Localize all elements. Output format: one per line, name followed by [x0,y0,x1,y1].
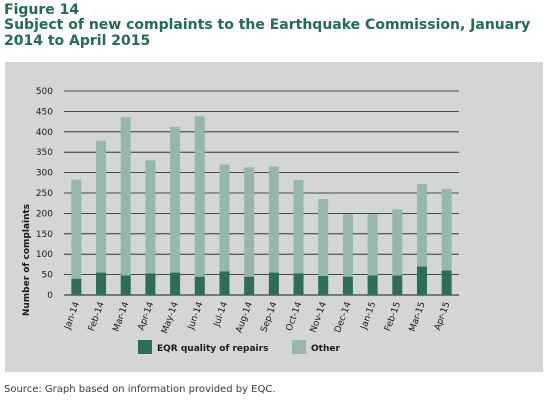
x-tick-label: Mar-15 [408,301,428,334]
bar-eqr [318,275,329,295]
y-tick-label: 200 [36,209,53,219]
x-tick-label: Nov-14 [309,300,329,334]
chart-title: Subject of new complaints to the Earthqu… [4,17,531,49]
bars [71,116,452,295]
bar-other [392,209,403,276]
bar-eqr [293,273,304,295]
x-tick-label: Feb-14 [87,300,107,332]
bar-other [194,116,205,277]
bar-eqr [244,276,255,295]
bar-eqr [441,270,452,295]
x-tick-label: Sep-14 [259,300,279,333]
bar-other [145,160,156,274]
y-tick-label: 450 [36,107,53,117]
x-tick-labels: Jan-14 Feb-14 Mar-14 Apr-14 May-14 Jun-14 Jul-… [63,300,453,335]
x-tick-label: Apr-14 [137,300,157,332]
x-tick-label: Jul-14 [212,300,231,329]
y-tick-label: 250 [36,189,53,199]
x-tick-label: Mar-14 [112,300,132,333]
x-tick-label: Jan-14 [63,300,83,331]
bar-other [120,117,131,276]
x-tick-label: Oct-14 [285,300,305,332]
bar-eqr [392,275,403,295]
x-tick-label: May-14 [160,300,181,335]
bar-other [170,126,181,273]
bar-eqr [342,276,353,295]
bar-eqr [268,272,279,295]
bar-eqr [367,275,378,295]
x-tick-label: Dec-14 [333,300,353,334]
x-tick-label: Jun-14 [186,300,206,332]
y-tick-label: 300 [36,169,53,179]
y-tick-label: 400 [36,128,53,138]
x-tick-label: Aug-14 [235,300,256,334]
bar-other [441,188,452,271]
bar-eqr [194,276,205,295]
bar-eqr [96,272,107,295]
bar-eqr [71,278,82,295]
y-axis-title: Number of complaints [22,204,32,316]
y-tick-labels: 0 50 100 150 200 250 300 350 400 450 500 [36,87,53,301]
y-tick-label: 100 [36,250,53,260]
bar-other [268,166,279,273]
figure-label: Figure 14 [4,2,80,18]
bar-eqr [170,272,181,295]
bar-other [96,140,107,273]
y-tick-label: 500 [36,87,53,97]
legend-label: EQR quality of repairs [157,344,268,354]
bar-other [244,167,255,277]
bar-other [342,214,353,277]
bar-eqr [416,266,427,295]
y-tick-label: 0 [47,291,53,301]
legend-label: Other [311,344,340,354]
bar-other [71,179,82,279]
bar-eqr [219,271,230,295]
chart-panel: 0 50 100 150 200 250 300 350 400 450 500 Jan-14 Feb… [5,62,543,372]
bar-eqr [120,275,131,295]
bar-other [293,179,304,274]
bar-other [367,214,378,276]
legend: EQR quality of repairs Other [138,340,340,354]
x-tick-label: Apr-15 [433,301,453,332]
bar-other [416,184,427,267]
bar-eqr [145,273,156,295]
legend-swatch-other [292,340,306,354]
bar-other [219,164,230,272]
y-tick-label: 50 [42,271,54,281]
y-tick-label: 350 [36,148,53,158]
x-tick-label: Jan-15 [359,301,379,332]
x-tick-label: Feb-15 [383,301,403,333]
source-note: Source: Graph based on information provi… [4,384,276,395]
y-tick-label: 150 [36,230,53,240]
legend-swatch-eqr [138,340,152,354]
bar-other [318,199,329,276]
